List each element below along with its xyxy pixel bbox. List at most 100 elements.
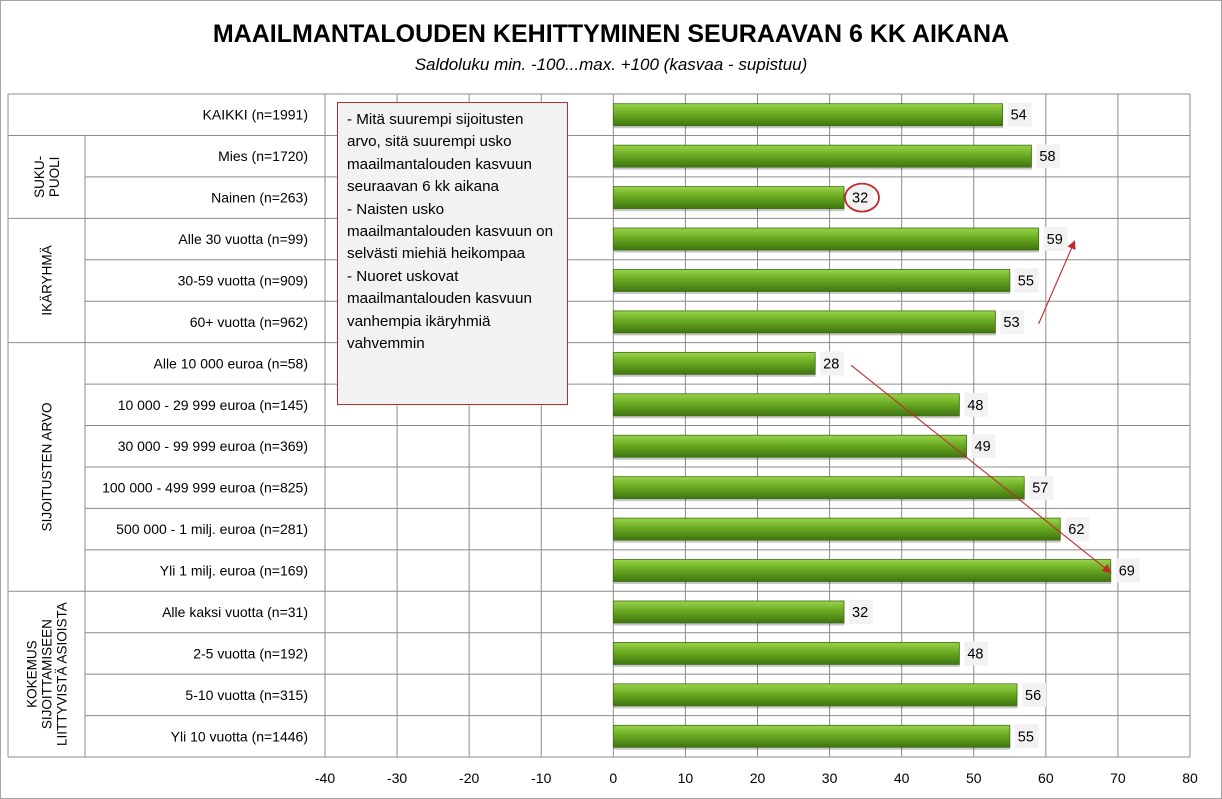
bar: [612, 310, 996, 334]
bar: [612, 600, 845, 624]
value-label-bg: [1029, 475, 1054, 500]
value-label: 32: [852, 605, 868, 621]
x-tick-label: -30: [387, 770, 407, 786]
bar: [612, 559, 1112, 582]
value-label: 54: [1011, 108, 1027, 124]
x-tick-label: 0: [609, 770, 617, 786]
x-tick-label: 60: [1038, 770, 1054, 786]
bar: [612, 517, 1061, 541]
note-line: - Naisten usko maailmantalouden kasvuun …: [347, 200, 554, 263]
value-label: 53: [1003, 315, 1019, 331]
chart-title: MAAILMANTALOUDEN KEHITTYMINEN SEURAAVAN …: [213, 20, 1009, 48]
category-labels: KAIKKI (n=1991) Mies (n=1720) Nainen (n=26…: [102, 107, 308, 745]
chart-subtitle: Saldoluku min. -100...max. +100 (kasvaa …: [415, 55, 808, 74]
x-tick-label: 50: [966, 770, 982, 786]
value-label: 69: [1119, 564, 1135, 580]
x-tick-label: 40: [894, 770, 910, 786]
bar: [612, 103, 1003, 127]
category-label: 100 000 - 499 999 euroa (n=825): [102, 480, 308, 496]
bar: [612, 227, 1040, 251]
value-label-bg: [1065, 517, 1090, 542]
bar: [612, 724, 1011, 748]
group-label-line: IKÄRYHMÄ: [40, 245, 55, 315]
category-label: 30 000 - 99 999 euroa (n=369): [118, 438, 308, 454]
row-separators: [7, 93, 1190, 758]
category-label: 10 000 - 29 999 euroa (n=145): [118, 397, 308, 413]
bar: [612, 393, 960, 417]
group-label: SIJOITUSTEN ARVO: [40, 403, 55, 532]
value-label: 57: [1032, 481, 1048, 497]
x-tick-label: -20: [459, 770, 479, 786]
value-label-bg: [971, 434, 996, 459]
note-line: - Nuoret uskovat maailmantalouden kasvuu…: [347, 267, 532, 353]
value-label-bg: [1043, 227, 1068, 252]
category-label: Mies (n=1720): [218, 148, 308, 164]
value-label: 28: [823, 356, 839, 372]
category-label: 60+ vuotta (n=962): [190, 314, 308, 330]
value-labels: 54 58 32 59 55 53 28 48 49 57 62 69 32 48 56 55: [820, 102, 1140, 749]
category-label: Yli 1 milj. euroa (n=169): [160, 563, 308, 579]
group-label-line: SIJOITUSTEN ARVO: [40, 403, 55, 532]
value-label-bg: [849, 185, 873, 210]
category-label: Yli 10 vuotta (n=1446): [171, 728, 308, 744]
x-tick-label: -10: [531, 770, 551, 786]
group-label-line: PUOLI: [47, 157, 62, 198]
category-label: 2-5 vuotta (n=192): [193, 645, 308, 661]
value-label-bg: [1014, 724, 1039, 749]
bar: [612, 186, 845, 209]
bar: [612, 642, 960, 665]
value-label-bg: [1014, 268, 1039, 293]
bar: [612, 351, 816, 375]
x-tick-label: 20: [750, 770, 766, 786]
x-tick-label: 10: [678, 770, 694, 786]
category-label: 30-59 vuotta (n=909): [178, 272, 308, 288]
annotation-arrows: [850, 240, 1112, 574]
value-label: 56: [1025, 688, 1041, 704]
value-label: 62: [1068, 522, 1084, 538]
x-tick-label: 70: [1110, 770, 1126, 786]
annotation-arrow: [1038, 240, 1076, 325]
value-label-bg: [849, 599, 873, 624]
value-label-bg: [1036, 144, 1061, 169]
x-tick-label: 80: [1182, 770, 1198, 786]
group-labels: SUKU-PUOLI IKÄRYHMÄ SIJOITUSTEN ARVO KOKEMU…: [25, 156, 70, 746]
bar: [612, 269, 1011, 292]
value-label: 59: [1047, 232, 1063, 248]
value-label-bg: [964, 392, 989, 417]
value-label-bg: [964, 641, 989, 666]
category-label: 5-10 vuotta (n=315): [185, 687, 308, 703]
group-label-line: SIJOITTAMISEEN: [40, 619, 55, 729]
value-label-bg: [820, 351, 845, 376]
bar: [612, 476, 1025, 500]
value-label: 49: [975, 439, 991, 455]
value-label: 58: [1039, 149, 1055, 165]
group-label: IKÄRYHMÄ: [40, 245, 55, 315]
group-label: SUKU-PUOLI: [32, 156, 62, 198]
value-label-bg: [1007, 102, 1032, 127]
annotation-arrow: [850, 364, 1112, 574]
x-tick-labels: -40 -30 -20 -10 0 10 20 30 40 50 60 70 80: [315, 770, 1198, 786]
group-label-line: LIITTYVISTÄ ASIOISTA: [55, 602, 70, 746]
category-label: Alle 30 vuotta (n=99): [178, 231, 308, 247]
value-label: 55: [1018, 729, 1034, 745]
highlight-circle: [844, 182, 880, 213]
value-label-bg: [1022, 682, 1046, 707]
bar: [612, 683, 1018, 707]
category-label: 500 000 - 1 milj. euroa (n=281): [116, 521, 308, 537]
group-label-line: KOKEMUS: [25, 640, 40, 708]
value-label: 55: [1018, 273, 1034, 289]
group-label: KOKEMUSSIJOITTAMISEENLIITTYVISTÄ ASIOIST…: [25, 602, 70, 746]
category-label: Alle kaksi vuotta (n=31): [162, 604, 308, 620]
category-label: Alle 10 000 euroa (n=58): [154, 355, 309, 371]
x-tick-label: -40: [315, 770, 335, 786]
value-label: 48: [967, 398, 983, 414]
bars: [612, 103, 1112, 750]
note-line: - Mitä suurempi sijoitusten arvo, sitä s…: [347, 111, 532, 196]
category-label: Nainen (n=263): [211, 190, 308, 206]
value-label: 48: [967, 646, 983, 662]
value-label: 32: [852, 191, 868, 207]
x-tick-label: 30: [822, 770, 838, 786]
bar: [612, 144, 1032, 168]
